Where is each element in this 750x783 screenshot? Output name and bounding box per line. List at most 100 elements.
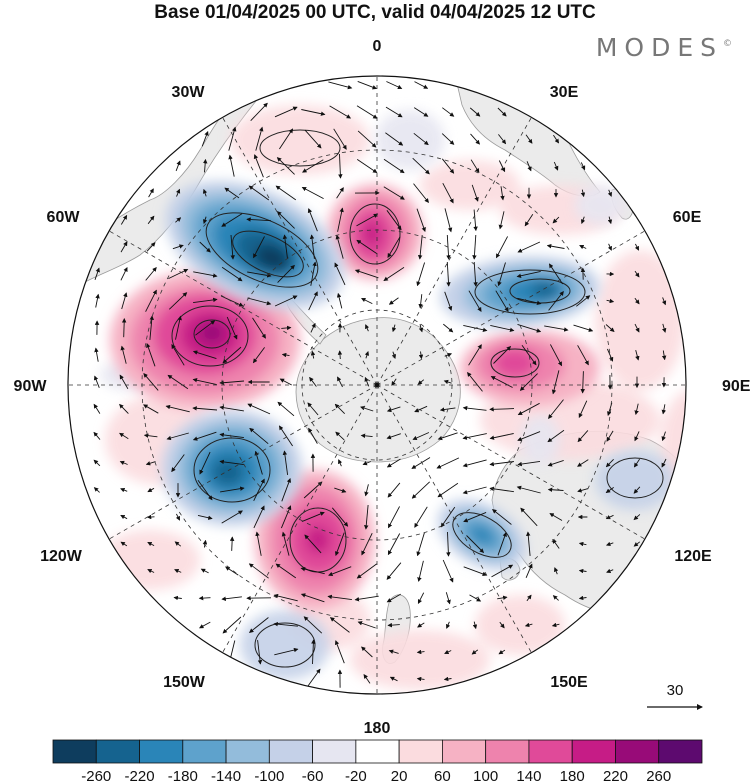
wind-arrow (119, 460, 128, 466)
wind-arrow (202, 158, 208, 173)
wind-arrow (634, 270, 640, 278)
colorbar-tick-label: -180 (168, 768, 198, 783)
colorbar-swatch (95, 739, 140, 764)
wind-arrow (497, 107, 507, 117)
wind-arrow (168, 292, 188, 310)
wind-arrow (247, 271, 272, 278)
wind-arrow (230, 234, 235, 260)
wind-arrow (388, 649, 399, 654)
wind-arrow (462, 405, 487, 411)
map-disc (68, 76, 686, 694)
lon-label-60e: 60E (673, 209, 702, 226)
wind-arrow (334, 403, 346, 415)
wind-arrow (413, 132, 429, 146)
wind-arrow (120, 488, 128, 493)
wind-arrow (356, 239, 378, 255)
wind-arrow (383, 186, 405, 200)
wind-arrow (520, 507, 538, 527)
wind-arrow (493, 345, 512, 364)
wind-arrow (573, 324, 594, 332)
wind-arrow (337, 207, 344, 232)
wind-arrow (119, 432, 129, 440)
wind-arrow (498, 134, 507, 145)
wind-arrow (308, 291, 318, 311)
wind-arrow (120, 241, 128, 253)
wind-arrow (147, 569, 155, 574)
wind-arrow (274, 295, 298, 307)
wind-arrow (120, 214, 128, 225)
wind-arrow (148, 188, 154, 198)
wind-arrow (249, 427, 269, 445)
colorbar-swatch (225, 739, 270, 764)
wind-arrow (385, 106, 403, 118)
wind-arrow (634, 431, 640, 442)
colorbar-swatch (571, 739, 616, 764)
wind-arrow (416, 208, 426, 233)
wind-arrow (526, 161, 532, 172)
wind-arrow (145, 461, 156, 466)
wind-arrow (552, 538, 560, 549)
colorbar-swatch (355, 739, 400, 764)
wind-arrow (275, 563, 297, 579)
map-title: Base 01/04/2025 00 UTC, valid 04/04/2025… (154, 2, 596, 23)
wind-arrow (174, 569, 182, 574)
wind-arrow (311, 639, 316, 665)
wind-arrow (357, 621, 376, 629)
wind-arrow (418, 324, 424, 333)
wind-arrow (544, 325, 569, 332)
wind-arrow (149, 315, 154, 340)
wind-arrow (257, 640, 263, 665)
wind-arrow (578, 400, 588, 418)
wind-arrow (228, 154, 235, 177)
wind-arrow (225, 566, 239, 576)
wind-arrow (489, 407, 515, 412)
wind-arrow (273, 621, 298, 627)
wind-arrow (277, 401, 295, 417)
wind-arrow (498, 211, 505, 230)
wind-arrow (417, 379, 425, 385)
wind-arrow (470, 133, 480, 145)
wind-arrow (172, 244, 184, 250)
wind-arrow (469, 107, 481, 117)
wind-arrow (329, 105, 352, 119)
wind-arrow (417, 560, 424, 582)
wind-arrow (334, 532, 345, 557)
wind-arrow (174, 541, 182, 547)
lon-label-180: 180 (364, 720, 391, 737)
wind-arrow (250, 102, 268, 122)
wind-arrow (414, 81, 429, 89)
wind-arrow (275, 185, 297, 201)
colorbar-tick-label: 140 (516, 768, 541, 783)
wind-arrow (416, 532, 425, 557)
wind-arrow (328, 566, 352, 577)
colorbar-swatch (441, 739, 487, 764)
wind-arrow (247, 297, 272, 306)
wind-arrow (226, 316, 238, 340)
wind-arrow (633, 514, 641, 521)
lon-label-120w: 120W (40, 548, 83, 565)
wind-arrow (337, 350, 343, 360)
reference-vector-value: 30 (667, 682, 684, 699)
wind-arrow (472, 621, 478, 630)
wind-arrow (387, 533, 401, 556)
wind-arrow (546, 243, 565, 249)
colorbar-tick-label: 60 (434, 768, 451, 783)
wind-arrow (386, 81, 403, 89)
logo-text: MODES (595, 33, 723, 62)
colorbar: -260 -220 -180 -140 -100 -60 -20 20 60 100 140 180 2… (52, 739, 703, 783)
colorbar-swatch (139, 739, 184, 764)
wind-arrow (94, 267, 100, 280)
wind-arrow (470, 159, 480, 173)
wind-arrow (607, 243, 612, 251)
wind-arrow (199, 451, 211, 475)
colorbar-tick-label: 260 (646, 768, 671, 783)
wind-arrow (277, 264, 295, 283)
wind-arrow (93, 431, 101, 440)
wind-arrow (496, 236, 508, 259)
wind-arrow (634, 403, 639, 416)
wind-arrow (354, 595, 379, 602)
wind-arrow (388, 297, 399, 305)
wind-arrow (336, 292, 343, 309)
wind-arrow (635, 349, 640, 361)
wind-arrow (120, 514, 128, 520)
